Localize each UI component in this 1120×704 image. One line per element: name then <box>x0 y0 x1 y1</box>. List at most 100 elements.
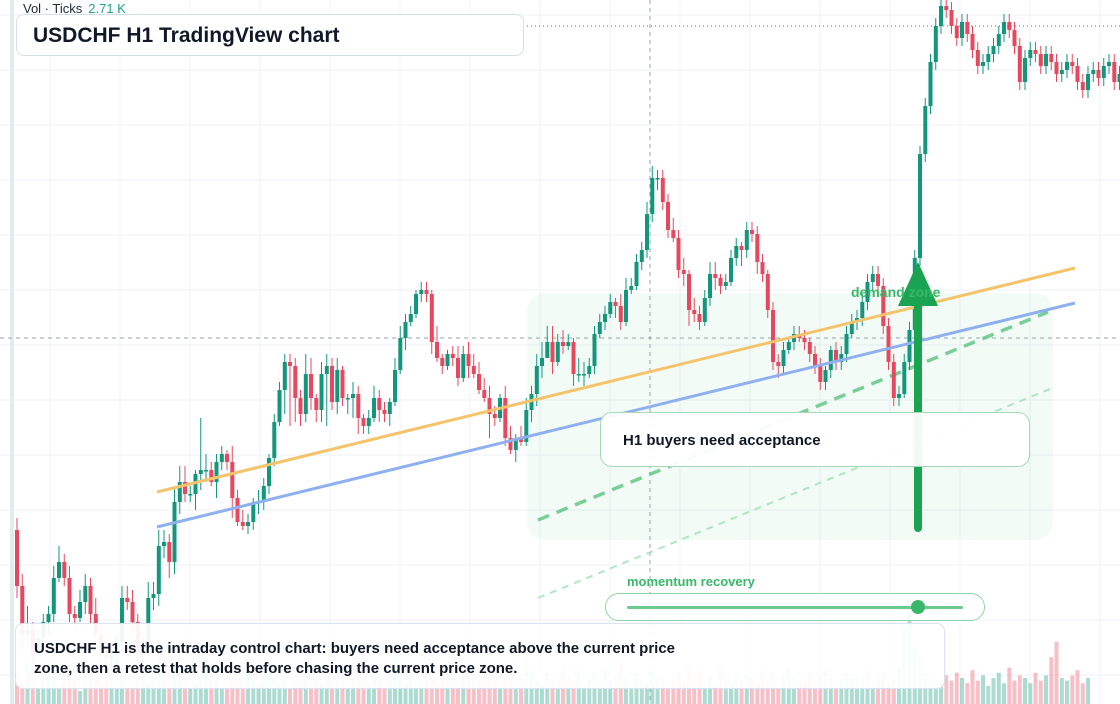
volume-bar <box>461 675 466 704</box>
volume-bar <box>477 678 481 704</box>
candle-body <box>487 398 492 414</box>
candle-body <box>1075 66 1080 82</box>
volume-bar <box>834 683 838 704</box>
candle-body <box>88 586 93 614</box>
candle-body <box>156 546 161 594</box>
candle-body <box>660 178 665 202</box>
candle-body <box>361 418 366 426</box>
volume-bar <box>387 675 392 704</box>
volume-bar <box>692 678 697 704</box>
candle-body <box>692 310 697 314</box>
candle-body <box>681 270 686 274</box>
volume-bar <box>540 685 544 704</box>
volume-bar <box>1028 683 1033 704</box>
candle-body <box>130 602 135 622</box>
volume-bar <box>183 678 187 704</box>
momentum-slider-line <box>627 606 963 609</box>
candle-body <box>288 362 292 366</box>
candle-body <box>324 366 329 374</box>
volume-bar <box>986 685 991 704</box>
momentum-label: momentum recovery <box>627 574 755 589</box>
candle-body <box>697 314 702 322</box>
momentum-slider[interactable] <box>605 593 985 621</box>
candle-body <box>624 290 628 322</box>
volume-bar <box>729 683 733 704</box>
volume-bar <box>403 683 408 704</box>
candle-body <box>613 302 618 306</box>
candle-body <box>372 398 376 418</box>
candle-body <box>645 214 649 250</box>
volume-bar <box>120 680 124 704</box>
volume-bar <box>608 680 613 704</box>
candle-body <box>975 50 980 66</box>
candle-body <box>419 290 424 294</box>
volume-bar <box>981 675 985 704</box>
volume-bar <box>639 680 644 704</box>
candle-body <box>865 282 870 302</box>
volume-bar <box>1007 667 1012 704</box>
volume-bar <box>1002 683 1006 704</box>
chart-title: USDCHF H1 TradingView chart <box>33 24 340 47</box>
volume-bar <box>939 683 943 704</box>
candle-body <box>760 262 765 274</box>
volume-bar <box>141 678 145 704</box>
candle-body <box>802 338 807 342</box>
volume-bar <box>366 683 371 704</box>
volume-bar <box>471 683 476 704</box>
candle-body <box>771 310 775 362</box>
candle-body <box>1007 22 1012 30</box>
volume-bar <box>340 680 345 704</box>
volume-bar <box>1023 678 1027 704</box>
candle-body <box>408 314 413 322</box>
candle-body <box>582 374 586 376</box>
candle-body <box>330 366 334 402</box>
demand-zone-label: demand zone <box>851 284 941 300</box>
volume-bar <box>855 675 859 704</box>
candle-body <box>687 274 691 310</box>
candle-body <box>335 370 340 402</box>
volume-bar <box>1086 678 1090 704</box>
volume-bar <box>1075 670 1080 704</box>
candle-body <box>1091 70 1096 74</box>
momentum-slider-knob[interactable] <box>910 600 925 614</box>
candle-body <box>225 454 229 462</box>
candle-body <box>755 234 760 262</box>
candle-body <box>403 322 408 338</box>
candle-body <box>629 286 634 290</box>
candle-body <box>125 598 130 602</box>
volume-bar <box>1017 675 1022 704</box>
candle-body <box>172 502 177 562</box>
volume-bar <box>566 675 571 704</box>
volume-bar <box>944 675 949 704</box>
volume-bar <box>435 683 439 704</box>
volume-bar <box>146 683 151 704</box>
acceptance-callout: H1 buyers need acceptance <box>600 412 1030 467</box>
candle-body <box>634 262 639 286</box>
volume-bar <box>681 683 686 704</box>
candle-body <box>534 366 539 394</box>
candle-body <box>671 230 676 238</box>
candle-body <box>1038 54 1043 66</box>
candle-body <box>881 286 886 326</box>
candle-body <box>734 246 739 258</box>
candle-body <box>1002 22 1006 34</box>
volume-bar <box>15 672 19 704</box>
candle-body <box>818 366 823 382</box>
volume-bar <box>324 675 329 704</box>
volume-bar <box>613 675 618 704</box>
candle-body <box>1070 62 1075 66</box>
volume-bar <box>1080 683 1085 704</box>
volume-bar <box>739 680 744 704</box>
candle-body <box>1049 54 1054 62</box>
volume-bar <box>702 680 707 704</box>
volume-bar <box>230 678 235 704</box>
volume-bar <box>813 685 817 704</box>
candle-body <box>450 354 455 358</box>
candle-body <box>655 178 660 180</box>
volume-bar <box>933 678 938 704</box>
candle-body <box>429 294 434 342</box>
candle-body <box>603 314 607 322</box>
volume-bar <box>555 683 560 704</box>
volume-bar <box>870 683 875 704</box>
candle-body <box>1028 50 1033 58</box>
